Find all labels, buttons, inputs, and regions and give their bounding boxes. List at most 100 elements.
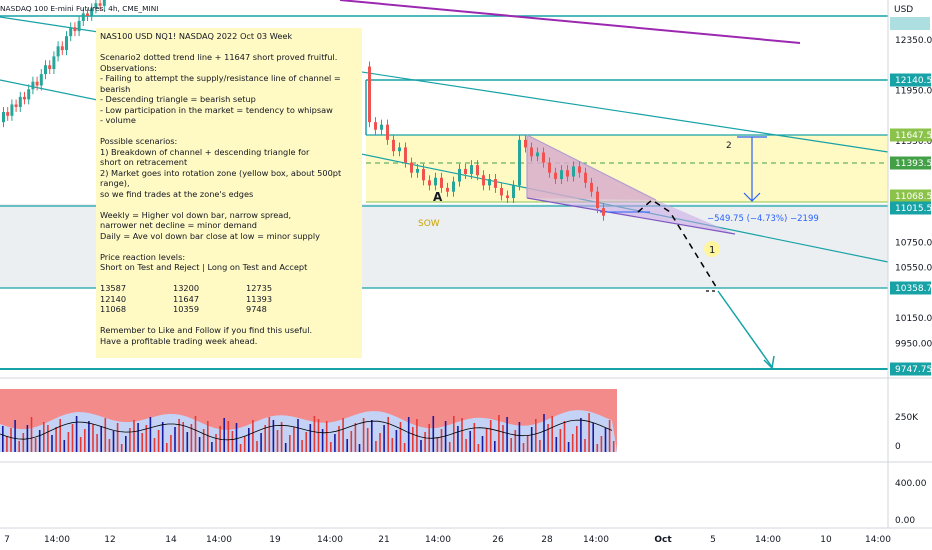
time-tick-label: 14:00 — [755, 535, 781, 545]
volume-bar — [88, 421, 90, 452]
candle-body — [35, 81, 39, 86]
volume-bar — [440, 429, 443, 452]
volume-bar — [67, 432, 70, 452]
volume-bar — [481, 436, 484, 452]
volume-bar — [30, 417, 33, 452]
price-tick-label: 10750.00 — [895, 238, 932, 248]
volume-bar — [485, 428, 488, 452]
candle-body — [48, 65, 52, 70]
candle-body — [428, 180, 431, 186]
volume-bar — [137, 423, 139, 452]
projection-arrowhead — [763, 355, 775, 370]
price-tag-box — [890, 189, 931, 203]
measure-readout: −549.75 (−4.73%) −2199 — [707, 214, 819, 224]
candle-body — [548, 162, 551, 173]
candle-body — [368, 66, 371, 123]
volume-bar — [366, 428, 369, 452]
volume-bar — [153, 438, 156, 452]
price-tags-group: 12140.50 11647.50 11393.50 11068.50 11015.50… — [890, 73, 932, 376]
candle-body — [94, 3, 98, 9]
volume-bar — [506, 417, 508, 452]
candles-right-group — [368, 61, 605, 221]
price-tag-box — [890, 128, 931, 142]
candle-body — [86, 13, 89, 16]
price-tag-label: 10358.75 — [895, 284, 932, 294]
volume-bar — [399, 422, 402, 452]
candle-body — [536, 152, 539, 157]
volume-bar — [362, 418, 365, 452]
volume-bar — [510, 438, 512, 452]
sow-label: SOW — [418, 219, 440, 229]
volume-bar — [465, 439, 467, 452]
candle-body — [440, 177, 443, 188]
volume-bar — [596, 444, 599, 452]
volume-bar — [248, 428, 250, 452]
volume-bar — [338, 426, 340, 452]
volume-bar — [469, 431, 471, 452]
volume-bar — [514, 430, 517, 452]
volume-bar — [518, 422, 521, 452]
note-line: Price reaction levels: — [100, 251, 186, 262]
candle-body — [404, 147, 407, 163]
candle-body — [554, 172, 557, 180]
price-tag: 11393.50 — [890, 156, 932, 170]
candle-body — [566, 170, 569, 177]
note-level-value: 11068 — [100, 304, 127, 314]
price-tag: 9747.75 — [890, 362, 932, 376]
volume-average-line — [0, 419, 613, 441]
volume-bar — [75, 416, 78, 452]
volume-bar — [161, 422, 164, 452]
volume-bar — [182, 422, 184, 452]
note-level-value: 13587 — [100, 283, 127, 293]
volume-bar — [412, 427, 414, 452]
volume-bar — [436, 437, 439, 452]
volume-bar — [494, 441, 496, 452]
volume-bar — [502, 425, 504, 452]
volume-bar — [116, 423, 119, 452]
candle-body — [530, 147, 533, 157]
candle-body — [65, 36, 68, 51]
volume-bar — [84, 429, 86, 452]
volume-bar — [563, 421, 566, 452]
volume-bar — [100, 426, 102, 452]
volume-bar — [600, 436, 603, 452]
volume-bar — [576, 426, 578, 452]
volume-bar — [317, 419, 320, 452]
wave-a-label: A — [433, 190, 443, 204]
time-tick-label: 19 — [269, 535, 281, 545]
candle-body — [374, 122, 377, 130]
volume-bar — [604, 428, 607, 452]
candle-body — [578, 166, 581, 173]
volume-bar — [166, 443, 168, 452]
volume-bar — [432, 416, 435, 452]
price-tag: 10358.75 — [890, 281, 932, 295]
time-tick-label: 14:00 — [865, 535, 891, 545]
volume-bar — [22, 433, 25, 452]
volume-bar — [211, 442, 213, 452]
symbol-title[interactable]: NASDAQ 100 E-mini Futures, 4h, CME_MINI — [0, 4, 159, 13]
volume-bar — [43, 422, 45, 452]
note-level-row: 12140 11647 11393 — [100, 294, 358, 305]
volume-bar — [264, 425, 266, 452]
candle-body — [81, 13, 85, 21]
time-tick-label: Oct — [654, 535, 672, 545]
price-tag-label: 11015.50 — [895, 204, 932, 214]
candle-body — [386, 124, 389, 140]
volume-bar — [174, 427, 176, 452]
candle-body — [416, 168, 419, 173]
note-level-value: 13200 — [173, 283, 200, 293]
price-tick-label: 9950.00 — [895, 339, 932, 349]
volume-bar — [547, 424, 549, 452]
volume-bar — [584, 439, 586, 452]
measure-arrowhead — [743, 192, 761, 202]
volume-bar — [51, 435, 53, 452]
price-tag-label: 9747.75 — [895, 365, 932, 375]
volume-bar — [223, 418, 225, 452]
time-tick-label: 26 — [492, 535, 504, 545]
volume-bar — [227, 421, 230, 452]
volume-bar — [457, 426, 459, 452]
candle-body — [476, 165, 479, 176]
volume-bar — [10, 428, 12, 452]
candle-body — [23, 96, 26, 100]
volume-bar — [252, 420, 254, 452]
